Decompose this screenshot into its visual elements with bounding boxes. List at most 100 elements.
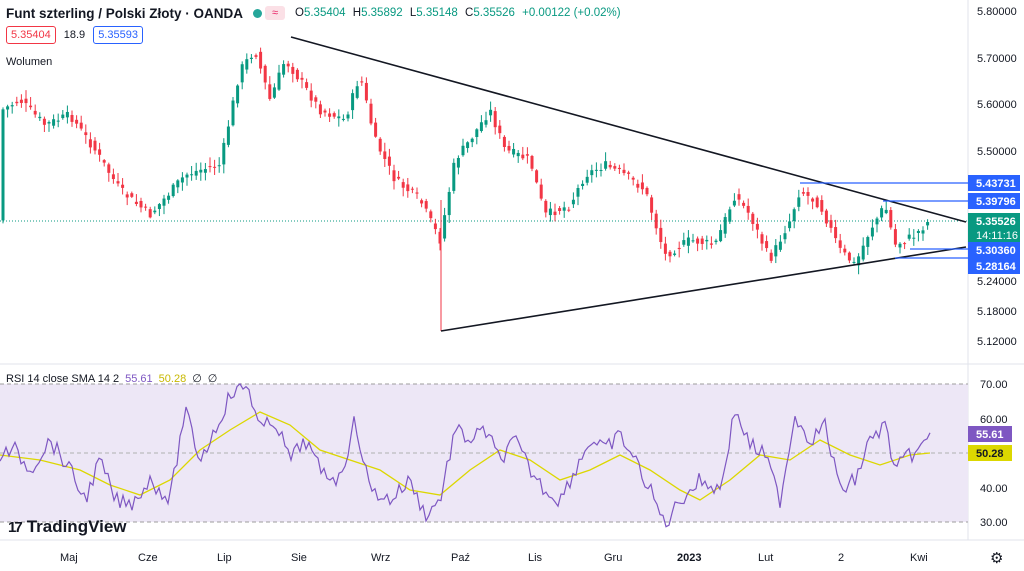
candle-body — [98, 149, 102, 155]
price-tick: 5.80000 — [977, 6, 1017, 18]
candle-body — [75, 119, 79, 124]
candle-body — [337, 116, 341, 119]
time-tick-year: 2023 — [677, 552, 701, 564]
candle-body — [171, 184, 175, 197]
candle-body — [180, 177, 184, 183]
candle-body — [654, 213, 658, 229]
volume-legend[interactable]: Wolumen — [6, 56, 53, 68]
candle-body — [912, 237, 916, 239]
symbol-title[interactable]: Funt szterling / Polski Złoty · OANDA — [6, 5, 244, 21]
candle-body — [328, 113, 332, 117]
low-value: 5.35148 — [416, 7, 458, 19]
time-tick: Lut — [758, 552, 773, 564]
candle-body — [544, 200, 548, 213]
candle-body — [29, 105, 33, 108]
candle-body — [903, 243, 907, 245]
candle-body — [144, 206, 148, 208]
upper-trendline[interactable] — [290, 36, 967, 223]
candle-body — [599, 170, 603, 172]
candle-body — [107, 164, 111, 173]
candle-body — [650, 197, 654, 213]
candle-body — [286, 63, 290, 67]
rsi-title: RSI 14 close SMA 14 2 — [6, 372, 120, 385]
candle-body — [291, 66, 295, 74]
rsi-legend[interactable]: RSI 14 close SMA 14 2 55.61 50.28 ∅ ∅ — [6, 372, 218, 386]
candle-body — [682, 240, 686, 245]
candle-body — [443, 215, 447, 239]
buy-button[interactable]: 5.35593 — [93, 26, 143, 44]
candle-body — [585, 176, 589, 183]
candle-body — [838, 240, 842, 248]
session-wave-icon[interactable]: ≈ — [265, 6, 286, 20]
sma-legend-value: 50.28 — [158, 372, 187, 385]
candle-body — [811, 198, 815, 202]
candle-body — [452, 162, 456, 191]
candle-body — [47, 122, 51, 124]
level-label-3-box — [968, 242, 1020, 258]
candle-body — [852, 261, 856, 263]
candle-body — [709, 243, 713, 245]
candle-body — [295, 69, 299, 80]
candle-body — [562, 207, 566, 211]
candle-body — [65, 111, 69, 118]
candle-body — [305, 82, 309, 88]
candle-body — [916, 230, 920, 234]
rsi-empty-value: ∅ — [207, 373, 218, 385]
candle-body — [493, 111, 497, 128]
candle-body — [429, 211, 433, 219]
candle-body — [507, 145, 511, 151]
candle-body — [631, 177, 635, 180]
candle-body — [167, 195, 171, 200]
candle-body — [783, 233, 787, 240]
candle-body — [737, 194, 741, 200]
candle-body — [893, 229, 897, 245]
candle-body — [926, 222, 930, 226]
candle-body — [645, 187, 649, 195]
candle-body — [535, 170, 539, 183]
candle-body — [268, 84, 272, 99]
candle-body — [765, 241, 769, 249]
rsi-legend-value: 55.61 — [125, 372, 153, 385]
candle-body — [558, 208, 562, 212]
candle-body — [387, 156, 391, 166]
candle-body — [199, 169, 203, 173]
candle-body — [659, 227, 663, 243]
candle-body — [116, 181, 120, 184]
candle-body — [732, 200, 736, 206]
candle-body — [125, 194, 129, 198]
spread-value: 18.9 — [63, 29, 86, 41]
level-label-2-box — [968, 193, 1020, 209]
candle-body — [622, 169, 626, 174]
candle-body — [332, 113, 336, 117]
time-tick: Kwi — [910, 552, 928, 564]
candle-body — [88, 139, 92, 148]
sell-button[interactable]: 5.35404 — [6, 26, 56, 44]
candle-body — [79, 122, 83, 129]
price-tick: 5.18000 — [977, 306, 1017, 318]
candle-body — [521, 154, 525, 159]
candle-body — [111, 174, 115, 180]
candle-body — [84, 132, 88, 136]
lower-trendline[interactable] — [440, 246, 967, 332]
tradingview-logo[interactable]: 17 TradingView — [8, 517, 127, 537]
candle-body — [185, 174, 189, 178]
candle-body — [576, 187, 580, 197]
candle-body — [489, 109, 493, 116]
rsi-line — [0, 382, 931, 528]
candle-body — [194, 170, 198, 176]
candle-body — [456, 157, 460, 168]
candle-body — [236, 85, 240, 104]
candle-body — [677, 247, 681, 250]
candle-body — [392, 170, 396, 182]
candle-body — [282, 64, 286, 75]
candle-body — [397, 176, 401, 179]
candle-body — [728, 209, 732, 222]
current-price-label: 5.35526 — [976, 216, 1016, 228]
gear-icon[interactable]: ⚙ — [990, 550, 1004, 567]
candle-body — [475, 129, 479, 137]
candle-body — [636, 183, 640, 188]
candle-body — [847, 252, 851, 261]
candle-body — [714, 240, 718, 243]
level-label-1-box — [968, 175, 1020, 191]
